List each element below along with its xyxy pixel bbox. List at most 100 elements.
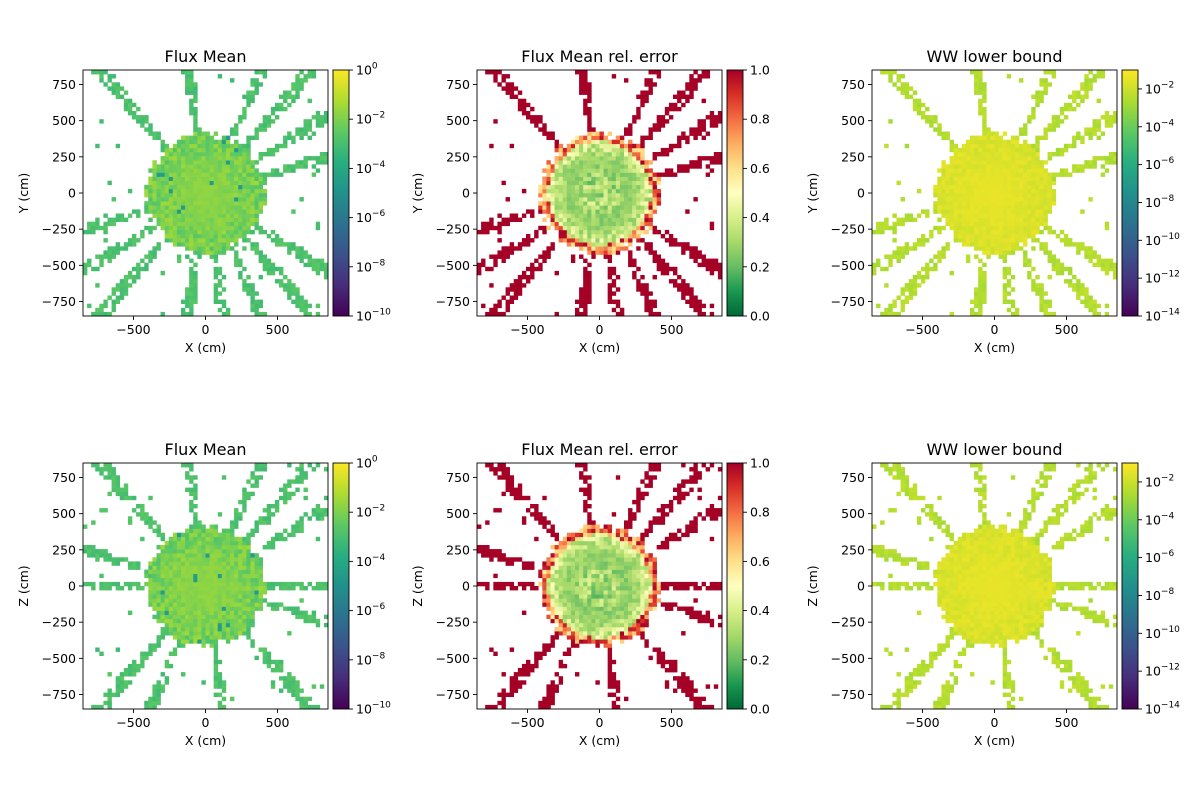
heatmap-cell (221, 221, 227, 227)
heatmap-cell (941, 250, 946, 255)
heatmap-cell (189, 631, 194, 636)
heatmap-cell (201, 532, 206, 538)
heatmap-cell (583, 234, 588, 239)
heatmap-cell (1047, 123, 1052, 128)
heatmap-cell (517, 287, 523, 292)
heatmap-cell (230, 614, 235, 620)
heatmap-cell (185, 160, 190, 165)
heatmap-cell (103, 581, 108, 587)
heatmap-cell (254, 581, 259, 587)
heatmap-cell (221, 680, 227, 685)
heatmap-cell (1002, 180, 1008, 186)
heatmap-cell (213, 147, 219, 153)
heatmap-cell (205, 213, 210, 218)
heatmap-cell (132, 663, 137, 669)
heatmap-cell (193, 147, 198, 153)
heatmap-cell (234, 147, 239, 153)
heatmap-cell (103, 213, 108, 218)
heatmap-cell (1006, 307, 1012, 313)
heatmap-cell (603, 156, 608, 161)
heatmap-cell (1002, 213, 1008, 218)
heatmap-cell (701, 254, 706, 259)
heatmap-cell (1092, 164, 1097, 169)
heatmap-cell (217, 299, 223, 304)
heatmap-cell (217, 569, 223, 574)
heatmap-cell (611, 201, 617, 206)
heatmap-cell (197, 549, 202, 554)
heatmap-cell (1002, 258, 1008, 263)
heatmap-cell (640, 176, 645, 181)
heatmap-cell (225, 234, 231, 239)
heatmap-cell (546, 250, 551, 255)
heatmap-cell (246, 188, 251, 194)
colorbar-tick-label: 10−10 (356, 308, 391, 324)
heatmap-cell (225, 569, 231, 574)
heatmap-cell (611, 209, 617, 214)
heatmap-cell (246, 594, 251, 599)
heatmap-cell (323, 160, 329, 165)
heatmap-cell (217, 590, 223, 595)
heatmap-cell (685, 246, 690, 251)
heatmap-cell (291, 688, 296, 693)
heatmap-cell (193, 238, 198, 243)
heatmap-cell (994, 172, 999, 177)
heatmap-cell (517, 106, 523, 112)
heatmap-cell (213, 549, 219, 554)
heatmap-cell (1039, 90, 1044, 95)
heatmap-cell (107, 221, 112, 227)
heatmap-cell (513, 246, 519, 251)
heatmap-cell (99, 549, 104, 554)
heatmap-cell (242, 606, 247, 611)
heatmap-cell (250, 561, 255, 566)
heatmap-cell (221, 696, 227, 702)
heatmap-cell (238, 209, 243, 214)
heatmap-cell (225, 168, 231, 173)
heatmap-cell (230, 553, 235, 558)
heatmap-cell (1080, 291, 1085, 296)
x-axis-label: X (cm) (579, 340, 620, 355)
heatmap-cell (570, 234, 576, 239)
heatmap-cell (1006, 234, 1012, 239)
heatmap-cell (172, 168, 178, 173)
heatmap-cell (295, 680, 300, 685)
heatmap-cell (998, 205, 1003, 210)
heatmap-cell (234, 508, 239, 513)
heatmap-cell (542, 176, 547, 181)
heatmap-cell (965, 209, 971, 214)
heatmap-cell (570, 209, 576, 214)
heatmap-cell (990, 238, 995, 243)
heatmap-cell (119, 94, 125, 99)
heatmap-cell (311, 258, 317, 263)
heatmap-cell (160, 627, 165, 632)
heatmap-cell (152, 184, 157, 190)
heatmap-cell (242, 504, 247, 509)
heatmap-cell (693, 197, 698, 202)
heatmap-cell (152, 168, 157, 173)
heatmap-cell (982, 143, 987, 149)
heatmap-cell (583, 82, 588, 87)
heatmap-cell (230, 127, 235, 132)
heatmap-cell (246, 156, 251, 161)
heatmap-cell (181, 176, 186, 181)
heatmap-cell (1002, 229, 1008, 235)
colorbar-tick-label: 10−8 (1145, 194, 1174, 210)
heatmap-cell (611, 279, 617, 284)
heatmap-cell (148, 569, 153, 574)
heatmap-cell (319, 586, 325, 591)
heatmap-cell (982, 295, 987, 300)
heatmap-cell (217, 291, 223, 296)
heatmap-cell (1072, 143, 1077, 149)
heatmap-cell (1027, 115, 1032, 120)
heatmap-cell (583, 111, 588, 116)
heatmap-cell (262, 659, 268, 665)
heatmap-cell (189, 528, 194, 533)
heatmap-cell (628, 188, 633, 194)
heatmap-cell (160, 160, 165, 165)
heatmap-cell (176, 193, 182, 198)
heatmap-cell (266, 262, 272, 268)
heatmap-cell (628, 131, 633, 136)
heatmap-cell (933, 201, 938, 206)
heatmap-cell (111, 291, 116, 296)
heatmap-cell (185, 86, 190, 91)
heatmap-cell (319, 258, 325, 263)
